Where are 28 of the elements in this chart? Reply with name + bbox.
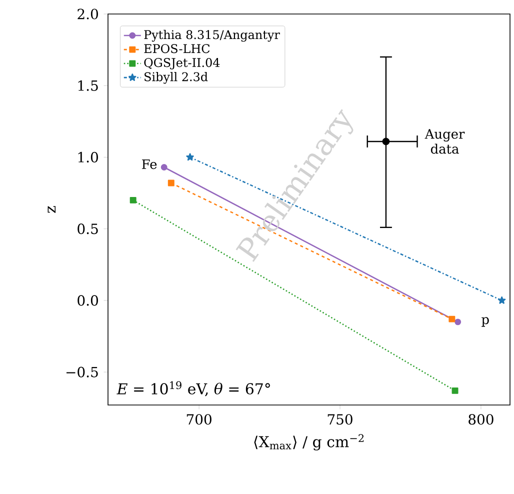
point <box>498 296 506 304</box>
annotation: E = 10$^{19}$ eV, θ = 67° <box>116 381 270 396</box>
legend-label: QGSJet-II.04 <box>144 58 220 70</box>
x-tick-label: 750 <box>328 414 352 425</box>
legend-label: Pythia 8.315/Angantyr <box>144 30 280 42</box>
y-tick-label: 0.0 <box>78 295 98 306</box>
point <box>448 316 456 322</box>
legend-label: Sibyll 2.3d <box>144 72 208 84</box>
annotation: p <box>482 317 489 327</box>
point <box>382 138 390 146</box>
point <box>454 318 462 326</box>
x-axis-title: ⟨X$_{max}$⟩ / g cm$^{−2}$ <box>254 434 364 450</box>
point <box>452 387 458 394</box>
y-axis-title: z <box>48 206 56 213</box>
x-tick-label: 800 <box>468 414 494 425</box>
y-tick-label: −0.5 <box>66 366 98 378</box>
x-tick-label: 700 <box>186 414 212 425</box>
y-tick-label: 0.5 <box>78 224 98 234</box>
point <box>160 164 168 170</box>
y-tick-label: 1.5 <box>78 80 98 91</box>
point <box>130 196 136 204</box>
point <box>186 153 194 161</box>
annotation: Fe <box>142 159 157 170</box>
y-tick-label: 2.0 <box>78 8 98 20</box>
y-tick-label: 1.0 <box>78 152 98 162</box>
point <box>168 180 174 186</box>
legend-label: EPOS-LHC <box>144 44 210 54</box>
annotation: Auger data <box>424 129 465 154</box>
